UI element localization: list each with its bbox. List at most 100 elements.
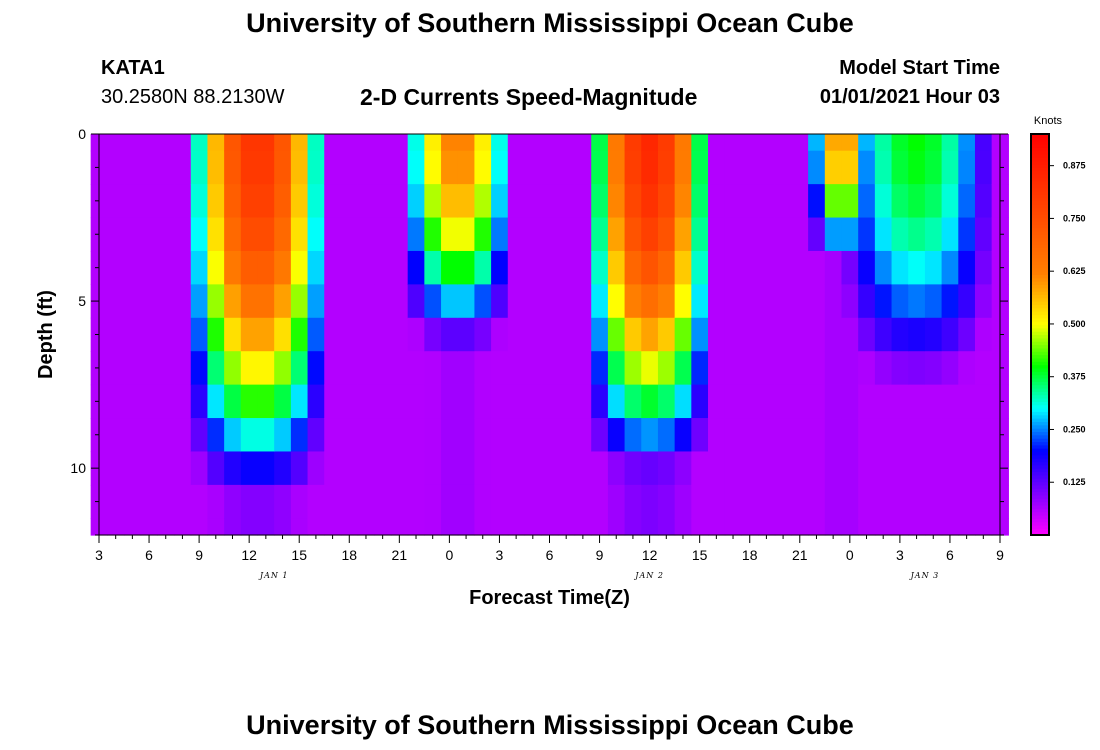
colorbar-band	[1031, 277, 1049, 282]
colorbar-band	[1031, 394, 1049, 399]
heatmap-cell	[808, 384, 826, 419]
heatmap-cell	[808, 217, 826, 252]
heatmap-cell	[741, 418, 759, 453]
y-axis: 0 5 10	[70, 126, 1008, 536]
heatmap-cell	[741, 317, 759, 352]
colorbar-band	[1031, 344, 1049, 349]
heatmap-cell	[424, 418, 442, 453]
heatmap-cell	[557, 284, 576, 319]
heatmap-cell	[324, 284, 342, 319]
heatmap-cell	[240, 484, 259, 519]
heatmap-cell	[207, 351, 225, 386]
heatmap-cell	[657, 317, 676, 352]
colorbar-title: Knots	[1034, 115, 1063, 127]
heatmap-cell	[891, 150, 909, 185]
heatmap-cell	[174, 134, 192, 152]
heatmap-cell	[758, 134, 776, 152]
heatmap-cell	[924, 317, 943, 352]
heatmap-cell	[324, 217, 342, 252]
colorbar-band	[1031, 408, 1049, 412]
colorbar-band	[1031, 451, 1049, 456]
heatmap-cell	[307, 484, 325, 519]
heatmap-cell	[340, 217, 359, 252]
heatmap-cell	[441, 418, 459, 453]
colorbar-band	[1031, 334, 1049, 339]
colorbar-band	[1031, 314, 1049, 319]
heatmap-cell	[474, 217, 492, 252]
heatmap-cell	[357, 317, 375, 352]
heatmap-cell	[908, 484, 926, 519]
heatmap-cell	[541, 217, 559, 252]
heatmap-cell	[891, 317, 909, 352]
colorbar-band	[1031, 478, 1049, 483]
heatmap-cell	[758, 484, 776, 519]
heatmap-cell	[924, 250, 943, 285]
heatmap-cell	[724, 284, 742, 319]
heatmap-cell	[657, 484, 676, 519]
colorbar-band	[1031, 174, 1049, 179]
heatmap-cell	[140, 317, 158, 352]
colorbar-frame	[1030, 133, 1050, 536]
heatmap-cell	[424, 250, 442, 285]
heatmap-cell	[290, 217, 309, 252]
heatmap-cell	[457, 184, 476, 219]
heatmap-cell	[274, 317, 292, 352]
heatmap-cell	[841, 317, 859, 352]
heatmap-cell	[691, 418, 709, 453]
heatmap-cell	[974, 184, 993, 219]
heatmap-cell	[808, 134, 826, 152]
heatmap-cell	[374, 217, 392, 252]
colorbar-band	[1031, 337, 1049, 342]
heatmap-cell	[240, 384, 259, 419]
heatmap-cell	[407, 284, 425, 319]
heatmap-cell	[107, 518, 125, 536]
heatmap-cell	[357, 250, 375, 285]
heatmap-cell	[941, 451, 959, 486]
heatmap-cell	[541, 451, 559, 486]
heatmap-cell	[974, 484, 993, 519]
heatmap-cell	[474, 250, 492, 285]
heatmap-cell	[457, 351, 476, 386]
x-axis-title: Forecast Time(Z)	[469, 587, 630, 609]
heatmap-cell	[457, 217, 476, 252]
heatmap-cell	[874, 150, 893, 185]
heatmap-cell	[207, 150, 225, 185]
heatmap-cell	[657, 451, 676, 486]
colorbar-band	[1031, 468, 1049, 473]
heatmap-cell	[724, 351, 742, 386]
heatmap-cell	[808, 284, 826, 319]
colorbar-band	[1031, 441, 1049, 446]
heatmap-cell	[691, 317, 709, 352]
heatmap-cell	[224, 250, 242, 285]
heatmap-cell	[324, 317, 342, 352]
heatmap-cell	[974, 150, 993, 185]
heatmap-cell	[274, 184, 292, 219]
heatmap-cell	[607, 134, 626, 152]
heatmap-cell	[207, 484, 225, 519]
heatmap-cell	[674, 150, 692, 185]
heatmap-cell	[708, 134, 726, 152]
colorbar-band	[1031, 297, 1049, 302]
colorbar-band	[1031, 180, 1049, 185]
colorbar-band	[1031, 498, 1049, 503]
heatmap-cell	[924, 351, 943, 386]
heatmap-cell	[207, 317, 225, 352]
heatmap-cell	[708, 451, 726, 486]
heatmap-cell	[741, 150, 759, 185]
heatmap-cell	[808, 317, 826, 352]
model-start-time: 01/01/2021 Hour 03	[819, 86, 1000, 108]
heatmap-cell	[424, 150, 442, 185]
heatmap-cell	[674, 217, 692, 252]
heatmap-cell	[524, 250, 542, 285]
heatmap-cell	[424, 134, 442, 152]
heatmap-cell	[290, 250, 309, 285]
day-label: JAN 1	[258, 571, 289, 580]
heatmap-cell	[624, 317, 642, 352]
heatmap-cell	[207, 284, 225, 319]
heatmap-cell	[224, 484, 242, 519]
heatmap-cell	[657, 150, 676, 185]
colorbar-band	[1031, 281, 1049, 285]
heatmap-cell	[941, 317, 959, 352]
colorbar-band	[1031, 514, 1049, 519]
heatmap-cell	[340, 518, 359, 536]
